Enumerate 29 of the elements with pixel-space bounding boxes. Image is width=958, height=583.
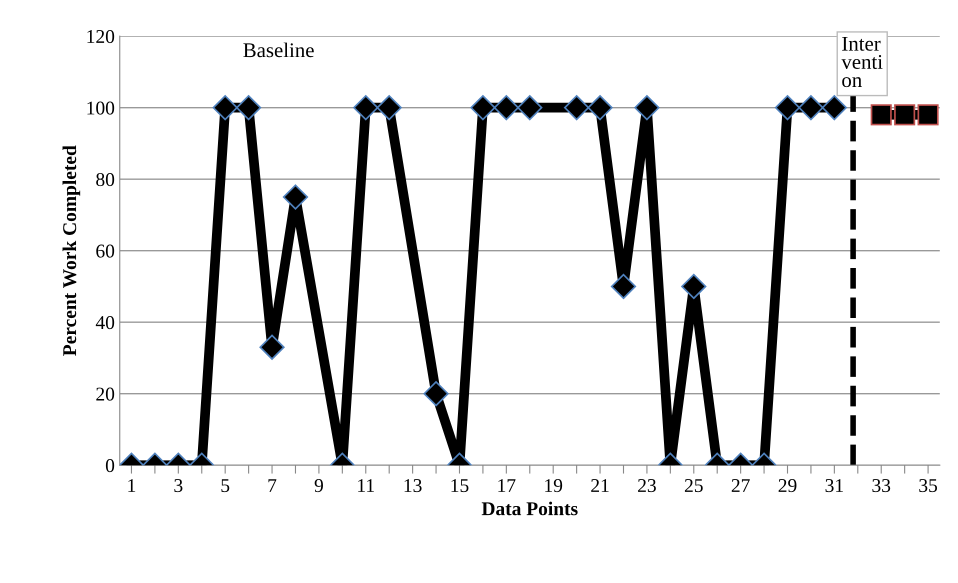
x-tick-label: 29 <box>778 479 796 492</box>
x-tick-label: 3 <box>174 479 182 492</box>
x-axis-title: Data Points <box>482 502 578 516</box>
x-tick-label: 23 <box>638 479 656 492</box>
x-tick-label: 11 <box>358 479 374 492</box>
x-tick-label: 17 <box>498 479 516 492</box>
x-tick-label: 7 <box>268 479 276 492</box>
x-tick-label: 31 <box>826 479 843 492</box>
x-tick-label: 33 <box>872 479 890 492</box>
annotation: Intervention <box>841 36 883 88</box>
y-axis-title: Percent Work Completed <box>62 145 80 356</box>
x-tick-label: 25 <box>684 479 703 492</box>
x-tick-label: 1 <box>128 479 136 492</box>
y-tick-label: 60 <box>96 244 114 258</box>
annotation: Baseline <box>243 42 314 58</box>
y-tick-label: 20 <box>96 388 114 401</box>
x-tick-label: 35 <box>919 479 938 492</box>
y-tick-label: 100 <box>87 101 114 115</box>
x-tick-label: 19 <box>545 479 562 492</box>
x-tick-label: 21 <box>591 479 609 492</box>
y-tick-label: 80 <box>96 172 114 186</box>
x-tick-label: 15 <box>451 479 468 492</box>
x-tick-label: 9 <box>314 479 323 492</box>
y-tick-label: 120 <box>87 30 114 44</box>
x-tick-label: 13 <box>404 479 422 492</box>
x-tick-label: 27 <box>732 479 750 492</box>
y-tick-label: 40 <box>96 316 114 330</box>
x-tick-label: 5 <box>221 479 230 492</box>
y-tick-label: 0 <box>106 459 114 472</box>
